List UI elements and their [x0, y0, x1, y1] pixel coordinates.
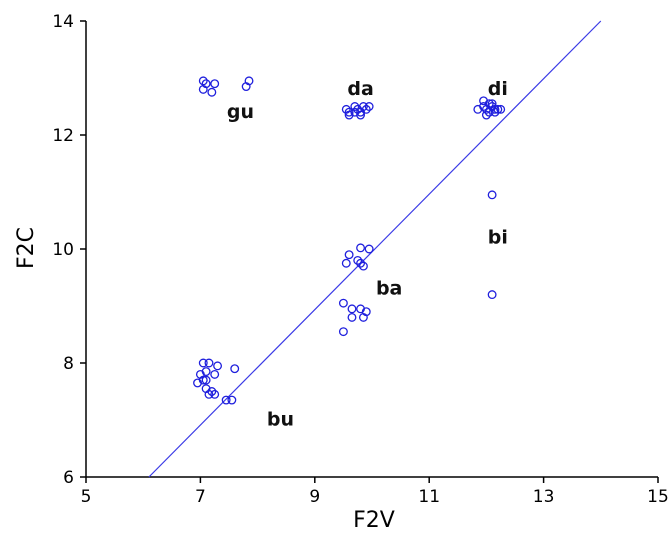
y-tick-label: 6 — [63, 468, 74, 488]
cluster-label-gu: gu — [227, 101, 254, 123]
data-point — [221, 395, 231, 405]
x-tick-label: 13 — [533, 487, 555, 507]
data-point — [344, 250, 354, 260]
cluster-label-ba: ba — [376, 278, 402, 300]
data-point — [198, 375, 208, 385]
cluster-labels: gu da di bi ba bu — [227, 78, 508, 431]
data-point — [487, 190, 497, 200]
cluster-label-bi: bi — [488, 226, 508, 248]
data-point — [347, 312, 357, 322]
data-point — [358, 312, 368, 322]
data-point — [493, 104, 503, 114]
data-point — [201, 375, 211, 385]
data-point — [241, 82, 251, 91]
y-tick-label: 12 — [52, 126, 74, 146]
data-point — [201, 367, 211, 376]
x-tick-label: 5 — [81, 487, 92, 507]
data-point — [356, 243, 366, 253]
data-point — [213, 361, 223, 371]
axes: 5 7 9 11 13 15 6 8 10 12 14 — [52, 12, 668, 507]
data-point — [204, 358, 214, 368]
cluster-label-da: da — [347, 78, 373, 100]
data-point — [487, 290, 497, 300]
regression-line-group — [148, 20, 602, 478]
data-point — [350, 107, 360, 117]
data-point — [353, 255, 363, 265]
cluster-label-di: di — [488, 78, 508, 100]
data-point — [364, 244, 374, 254]
data-points — [193, 76, 506, 405]
data-point — [207, 387, 217, 396]
data-point — [230, 364, 240, 374]
y-tick-label: 14 — [52, 12, 74, 32]
data-point — [207, 87, 217, 97]
x-tick-label: 11 — [418, 487, 440, 507]
data-point — [364, 102, 374, 111]
data-point — [484, 107, 494, 117]
data-point — [227, 395, 237, 405]
x-tick-label: 15 — [647, 487, 669, 507]
data-point — [358, 261, 368, 271]
x-tick-label: 7 — [195, 487, 206, 507]
data-point — [350, 102, 360, 111]
data-point — [341, 258, 351, 268]
data-point — [481, 110, 491, 120]
data-point — [198, 358, 208, 368]
data-point — [487, 99, 497, 109]
data-point — [198, 84, 208, 94]
data-point — [204, 389, 214, 399]
y-tick-label: 8 — [63, 354, 74, 374]
data-point — [344, 107, 354, 117]
data-point — [358, 102, 368, 111]
data-point — [347, 304, 357, 314]
data-point — [338, 327, 348, 337]
data-point — [490, 107, 500, 117]
data-point — [361, 104, 371, 114]
data-point — [210, 389, 220, 399]
cluster-label-bu: bu — [267, 409, 294, 431]
data-point — [210, 79, 220, 89]
data-point — [198, 76, 208, 86]
data-point — [338, 298, 348, 308]
data-point — [210, 369, 220, 379]
x-tick-label: 9 — [309, 487, 320, 507]
data-point — [356, 258, 366, 268]
y-axis-title: F2C — [14, 227, 39, 269]
x-axis-title: F2V — [353, 508, 395, 533]
y-tick-label: 10 — [52, 240, 74, 260]
data-point — [479, 96, 488, 106]
regression-line — [148, 20, 602, 478]
